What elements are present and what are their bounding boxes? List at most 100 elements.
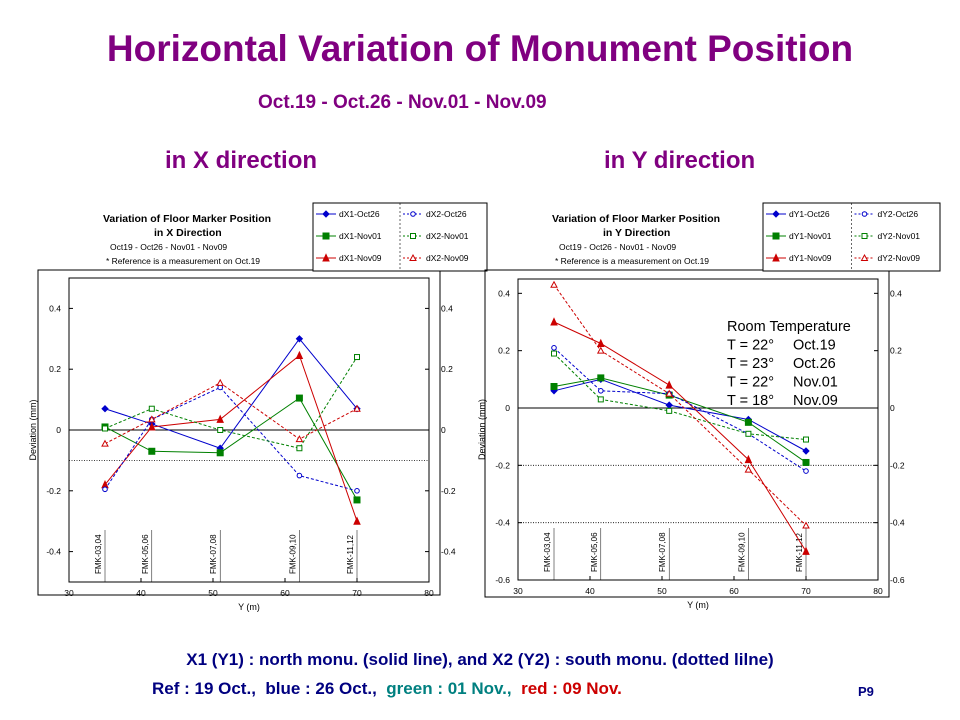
floor-marker-label: FMK-07,08	[209, 534, 218, 574]
floor-marker-label: FMK-09,10	[288, 534, 297, 574]
legend-label: dY2-Nov01	[878, 231, 921, 241]
floor-marker-label: FMK-11,12	[346, 534, 355, 574]
y-tick-label-right: 0	[441, 425, 446, 435]
series-dX2-Oct26	[102, 384, 360, 494]
data-point	[353, 404, 361, 412]
x-tick-label: 80	[424, 588, 434, 598]
y-tick-label: 0	[56, 425, 61, 435]
legend-label: dY1-Oct26	[789, 209, 830, 219]
data-point	[354, 488, 360, 494]
series-dX2-Nov09	[101, 378, 361, 447]
data-point	[550, 383, 558, 390]
data-point	[101, 405, 109, 413]
page-number: P9	[858, 684, 874, 699]
data-point	[353, 516, 361, 525]
y-tick-label-right: 0.2	[441, 364, 453, 374]
data-point	[216, 378, 225, 386]
annotation-date: Nov.09	[793, 393, 838, 409]
chart-title: Variation of Floor Marker Position	[552, 213, 720, 225]
chart-title: Variation of Floor Marker Position	[103, 213, 271, 225]
legend-label: dY1-Nov01	[789, 231, 832, 241]
data-point	[745, 430, 752, 437]
legend-swatch-marker	[410, 211, 416, 217]
chart-outer-frame	[37, 269, 441, 596]
x-tick-label: 30	[513, 586, 523, 596]
chart-subtitle: in Y Direction	[603, 227, 670, 239]
x-tick-label: 40	[585, 586, 595, 596]
legend-swatch-marker	[322, 210, 330, 218]
y-tick-label-right: -0.6	[890, 575, 905, 585]
footnote-green: green : 01 Nov.,	[386, 679, 522, 698]
annotation-date: Nov.01	[793, 375, 838, 391]
legend-swatch-marker	[322, 253, 330, 262]
legend-swatch-marker	[772, 210, 780, 218]
annotation-title: Room Temperature	[727, 319, 851, 335]
data-point	[295, 435, 304, 443]
data-point	[216, 414, 224, 423]
legend-swatch-marker	[772, 232, 780, 240]
x-tick-label: 80	[873, 586, 883, 596]
data-point	[296, 445, 303, 452]
y-tick-label: 0.4	[498, 288, 510, 298]
y-tick-label-right: -0.2	[890, 460, 905, 470]
series-dX1-Nov09	[101, 350, 361, 525]
data-point	[102, 425, 108, 432]
y-tick-label: -0.2	[495, 460, 510, 470]
data-point	[802, 546, 810, 555]
floor-marker-label: FMK-09,10	[737, 532, 746, 572]
slide-subtitle: Oct.19 - Oct.26 - Nov.01 - Nov.09	[258, 92, 547, 113]
legend-label: dY2-Nov09	[878, 253, 921, 263]
x-tick-label: 60	[729, 586, 739, 596]
legend-swatch-marker	[860, 253, 869, 261]
y-tick-label: 0	[505, 403, 510, 413]
series-line	[104, 356, 358, 449]
x-tick-label: 70	[352, 588, 362, 598]
floor-marker-label: FMK-03,04	[543, 532, 552, 572]
data-point	[802, 521, 810, 529]
series-line	[104, 354, 358, 522]
data-point	[217, 427, 224, 433]
data-point	[148, 447, 156, 455]
data-point	[666, 407, 673, 414]
legend-swatch-marker	[772, 253, 780, 262]
data-point	[744, 465, 753, 473]
legend-swatch-marker	[861, 233, 868, 239]
data-point	[597, 396, 604, 403]
data-point	[802, 447, 810, 455]
series-dY1-Nov09	[550, 317, 810, 555]
y-axis-label: Deviation (mm)	[28, 399, 38, 460]
data-point	[295, 394, 303, 402]
annotation-temp: T = 22°	[727, 375, 774, 391]
data-point	[550, 280, 558, 288]
x-tick-label: 40	[136, 588, 146, 598]
y-tick-label: -0.2	[46, 486, 61, 496]
chart-outer-frame	[484, 269, 890, 598]
x-tick-label: 60	[280, 588, 290, 598]
room-temperature-annotation: Room Temperature T = 22° Oct.19 T = 23° Oct.…	[727, 319, 851, 409]
y-tick-label-right: 0.2	[890, 346, 902, 356]
series-line	[553, 353, 807, 441]
data-point	[216, 449, 224, 457]
x-tick-label: 30	[64, 588, 74, 598]
x-direction-heading: in X direction	[165, 147, 318, 174]
footnote-red: red : 09 Nov.	[521, 679, 622, 698]
data-point	[665, 401, 673, 409]
y-tick-label: 0.2	[49, 364, 61, 374]
series-line	[104, 337, 358, 449]
chart-reference-note: * Reference is a measurement on Oct.19	[555, 256, 709, 266]
y-tick-label: -0.6	[495, 575, 510, 585]
footnote-blue: blue : 26 Oct.,	[265, 679, 387, 698]
floor-marker-label: FMK-05,06	[590, 532, 599, 572]
x-axis-label: Y (m)	[687, 600, 709, 610]
y-tick-label-right: 0	[890, 403, 895, 413]
data-point	[665, 380, 673, 389]
legend-label: dX1-Nov01	[339, 231, 382, 241]
legend-swatch-marker	[410, 233, 416, 239]
x-tick-label: 50	[208, 588, 218, 598]
data-point	[803, 468, 809, 474]
data-point	[353, 496, 361, 504]
x-tick-label: 70	[801, 586, 811, 596]
data-point	[102, 486, 108, 493]
y-tick-label: -0.4	[46, 547, 61, 557]
legend-label: dX2-Nov09	[426, 253, 469, 263]
